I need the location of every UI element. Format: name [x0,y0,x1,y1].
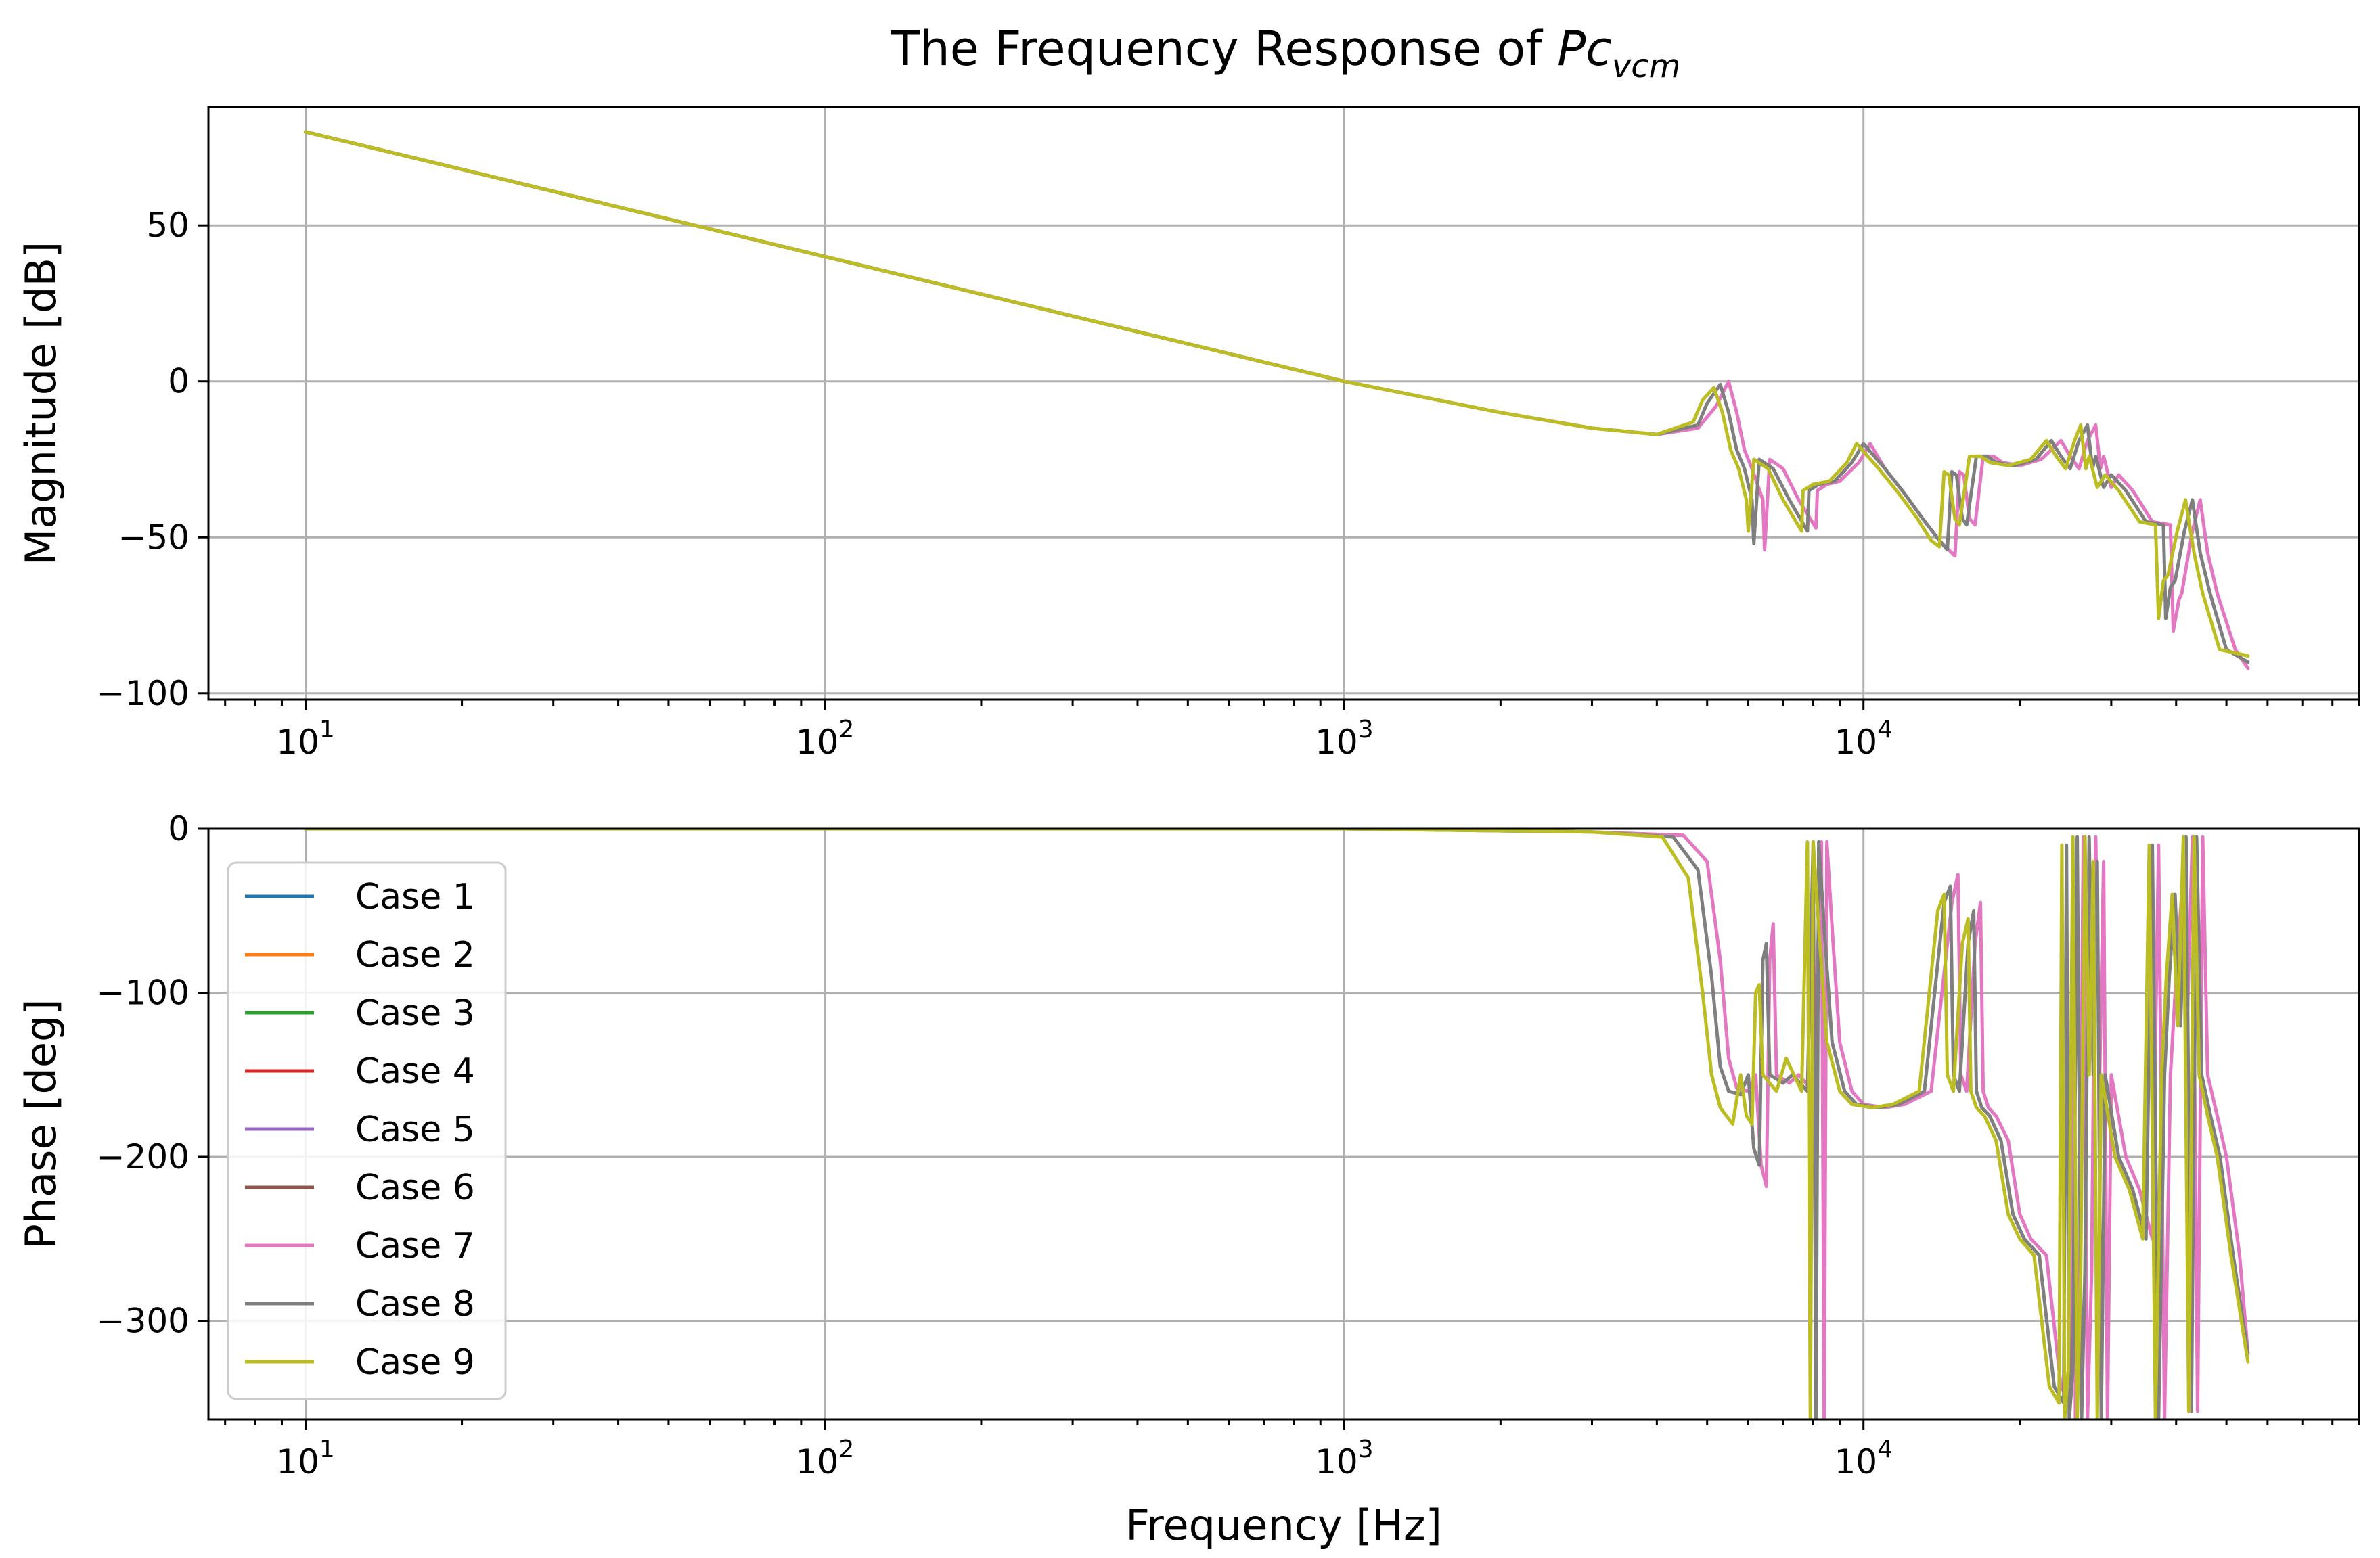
phase-ytick-label-1: −100 [97,973,189,1013]
mag-series-7 [304,130,2250,670]
legend-label-7: Case 7 [355,1226,475,1266]
phase-xlabel: Frequency [Hz] [1125,1500,1442,1550]
legend-label-3: Case 3 [355,993,475,1034]
mag-xtick-label-3: 104 [1834,716,1893,762]
mag-ylabel: Magnitude [dB] [16,242,66,565]
phase-series-9 [304,829,2250,1419]
magnitude-panel: 101 102 103 104 50 0 −50 −100 Magnitude [dB] [16,106,2360,762]
title-subscript: vcm [1612,47,1681,85]
phase-ytick-label-3: −300 [97,1302,189,1341]
phase-xtick-label-0: 101 [276,1436,335,1482]
mag-ytick-label-0: 50 [146,206,189,245]
mag-xtick-label-2: 103 [1315,716,1374,762]
legend: Case 1 Case 2 Case 3 Case 4 Case 5 Case 6 Case… [227,861,507,1400]
phase-xtick-label-3: 104 [1834,1436,1893,1482]
phase-ylabel: Phase [deg] [16,999,66,1249]
legend-label-1: Case 1 [355,877,475,917]
mag-ytick-label-3: −100 [97,674,189,713]
mag-series-group [304,130,2250,670]
title-prefix: The Frequency Response of [891,21,1557,76]
mag-ytick-label-1: 0 [168,362,189,401]
mag-axes-frame [207,106,2360,701]
mag-series-9 [304,130,2250,658]
phase-series-8 [304,829,2250,1419]
legend-label-5: Case 5 [355,1109,475,1150]
legend-label-9: Case 9 [355,1342,475,1383]
mag-xtick-label-1: 102 [796,716,855,762]
phase-xtick-label-1: 102 [796,1436,855,1482]
phase-ytick-label-2: −200 [97,1137,189,1176]
figure-title: The Frequency Response of Pcvcm [891,21,1681,85]
mag-xtick-label-0: 101 [276,716,335,762]
legend-box [227,861,507,1400]
phase-ytick-label-0: 0 [168,809,189,848]
phase-xtick-label-2: 103 [1315,1436,1374,1482]
legend-label-6: Case 6 [355,1168,475,1208]
phase-series-group [304,829,2250,1419]
title-symbol: Pc [1557,21,1612,76]
legend-label-2: Case 2 [355,935,475,976]
phase-series-7 [304,829,2250,1419]
phase-panel: 101 102 103 104 0 −100 −200 −300 Phase [deg] Freq… [16,809,2360,1550]
legend-label-8: Case 8 [355,1284,475,1325]
legend-label-4: Case 4 [355,1051,475,1092]
phase-axes-frame [207,827,2360,1421]
mag-ytick-label-2: −50 [118,518,189,557]
mag-series-8 [304,130,2250,664]
